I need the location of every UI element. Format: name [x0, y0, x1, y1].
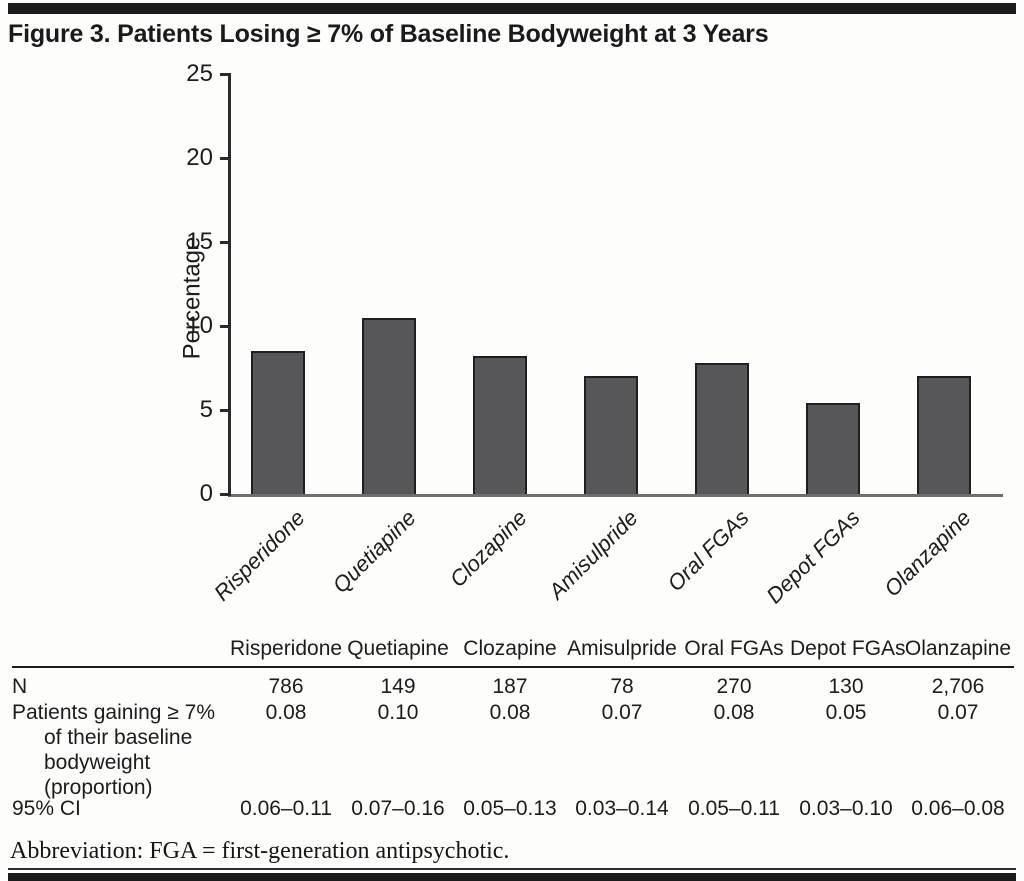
table-row-label-line: bodyweight: [44, 751, 151, 774]
bar-olanzapine: [917, 376, 971, 494]
table-row-label: 95% CI: [12, 796, 230, 821]
table-row: 95% CI 0.06–0.11 0.07–0.16 0.05–0.13 0.03–0.…: [12, 796, 1014, 821]
y-tick-label: 10: [186, 312, 213, 339]
y-tick-label: 5: [199, 396, 213, 423]
table-cell: 0.03–0.10: [799, 797, 893, 820]
y-tick-mark: [220, 156, 231, 160]
bar-chart-plot-area: 0 5 10 15 20 25 Risperidone Quetiapine Clozapin…: [186, 62, 1003, 608]
table-row: Patients gaining ≥ 7% of their baseline bo…: [12, 700, 1014, 800]
table-cell: 0.06–0.11: [240, 797, 332, 820]
table-row-label-line: Patients gaining ≥ 7%: [12, 701, 215, 724]
bar-risperidone: [251, 351, 305, 494]
y-tick-label: 15: [186, 228, 213, 255]
x-axis-label-depot-fgas: Depot FGAs: [761, 505, 865, 609]
x-axis-label-olanzapine: Olanzapine: [879, 505, 976, 602]
table-row-label: Patients gaining ≥ 7% of their baseline bo…: [12, 700, 230, 800]
table-header-cell: Clozapine: [463, 637, 557, 660]
bottom-thin-rule: [8, 868, 1016, 870]
table-row-n: N 786 149 187 78 270 130 2,706: [12, 674, 1014, 699]
abbreviation-note: Abbreviation: FGA = first-generation ant…: [10, 838, 510, 864]
figure-title: Figure 3. Patients Losing ≥ 7% of Baseli…: [8, 20, 769, 48]
bar-clozapine: [473, 356, 527, 494]
y-tick-label: 20: [186, 144, 213, 171]
table-header-cell: Oral FGAs: [684, 637, 784, 660]
table-cell: 0.08: [489, 701, 531, 724]
x-axis-label-quetiapine: Quetiapine: [327, 505, 421, 598]
table-cell: 2,706: [931, 675, 985, 698]
table-cell: 0.10: [377, 701, 419, 724]
table-cell: 187: [492, 675, 528, 698]
table-header-row: Risperidone Quetiapine Clozapine Amisulprid…: [12, 636, 1014, 661]
table-header-cell: Depot FGAs: [790, 637, 906, 660]
table-cell: 0.07–0.16: [351, 797, 445, 820]
table-cell: 0.03–0.14: [575, 797, 669, 820]
table-cell: 0.08: [713, 701, 755, 724]
table-row-proportion: Patients gaining ≥ 7% of their baseline bo…: [12, 700, 1014, 800]
bar-quetiapine: [362, 317, 416, 494]
table-row-label-line: 95% CI: [12, 797, 81, 820]
y-tick-mark: [220, 324, 231, 328]
y-tick-label: 0: [199, 480, 213, 507]
table-cell: 130: [828, 675, 864, 698]
table-row: N 786 149 187 78 270 130 2,706: [12, 674, 1014, 699]
y-tick-mark: [220, 240, 231, 244]
table-cell: 0.05–0.13: [463, 797, 557, 820]
table-header-cell: Risperidone: [230, 637, 343, 660]
y-tick-mark: [220, 72, 231, 76]
table-row-label-line: of their baseline: [44, 726, 193, 749]
table-row-label-line: (proportion): [44, 776, 153, 799]
table-cell: 786: [268, 675, 304, 698]
table-cell: 78: [610, 675, 634, 698]
bar-oral-fgas: [695, 362, 749, 494]
table-header-cell: Amisulpride: [567, 637, 677, 660]
table-header-cell: Olanzapine: [904, 637, 1012, 660]
table-cell: 0.08: [265, 701, 307, 724]
bar-amisulpride: [584, 376, 638, 494]
table-row-ci: 95% CI 0.06–0.11 0.07–0.16 0.05–0.13 0.03–0.…: [12, 796, 1014, 821]
x-axis-label-oral-fgas: Oral FGAs: [662, 505, 754, 597]
table-row-label-line: N: [12, 675, 28, 698]
bar-depot-fgas: [806, 403, 860, 494]
y-tick-label: 25: [186, 60, 213, 87]
x-axis-label-risperidone: Risperidone: [208, 505, 310, 606]
bottom-rule-bar: [8, 873, 1016, 881]
table-cell: 270: [716, 675, 752, 698]
x-axis-label-amisulpride: Amisulpride: [543, 505, 643, 604]
table-cell: 0.06–0.08: [911, 797, 1005, 820]
table-cell: 0.07: [601, 701, 643, 724]
y-tick-mark: [220, 408, 231, 412]
y-tick-mark: [220, 492, 231, 496]
table-cell: 0.05–0.11: [688, 797, 780, 820]
table-cell: 0.07: [937, 701, 979, 724]
x-axis-label-clozapine: Clozapine: [444, 505, 532, 592]
top-rule-bar: [8, 3, 1016, 14]
table-cell: 149: [380, 675, 416, 698]
table-header-rule: [12, 666, 1014, 668]
table-cell: 0.05: [825, 701, 867, 724]
y-axis-title: Percentage: [178, 236, 206, 360]
table-row-label: N: [12, 674, 230, 699]
table-header-cell: Quetiapine: [347, 637, 449, 660]
